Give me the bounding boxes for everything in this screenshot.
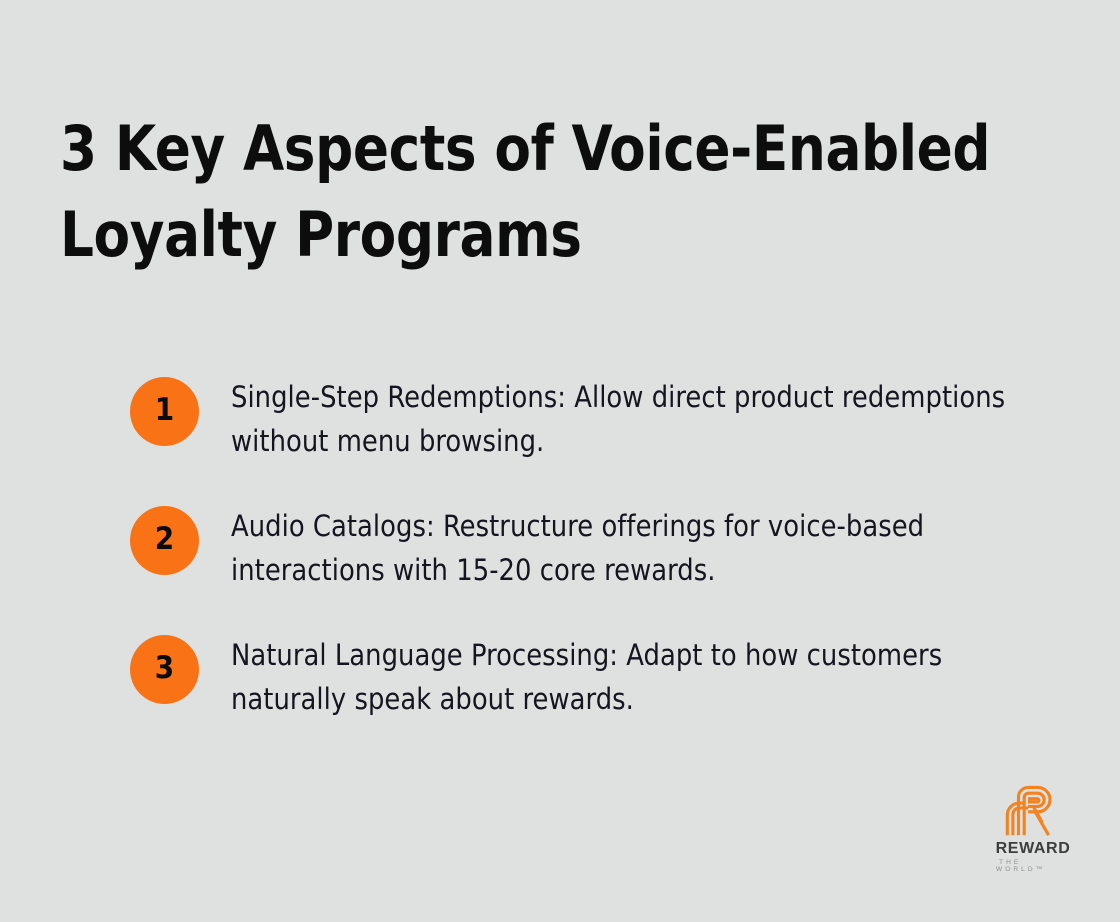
number-badge-3: 3 — [130, 635, 199, 704]
reward-r-monogram-icon — [1005, 785, 1052, 836]
list-item: 1 Single-Step Redemptions: Allow direct … — [130, 372, 1070, 463]
number-badge-2: 2 — [130, 506, 199, 575]
key-aspects-list: 1 Single-Step Redemptions: Allow direct … — [130, 372, 1070, 721]
list-item-text: Audio Catalogs: Restructure offerings fo… — [231, 509, 925, 587]
badge-number-label: 1 — [154, 392, 175, 428]
list-item-text: Natural Language Processing: Adapt to ho… — [231, 638, 943, 716]
logo-wordmark: REWARD — [995, 840, 1071, 857]
badge-number-label: 2 — [154, 521, 175, 557]
badge-number-label: 3 — [154, 650, 175, 686]
page-title: 3 Key Aspects of Voice-Enabled Loyalty P… — [60, 112, 991, 271]
number-badge-1: 1 — [130, 377, 199, 446]
list-item: 3 Natural Language Processing: Adapt to … — [130, 630, 1070, 721]
brand-logo: REWARD THE WORLD™ — [996, 784, 1070, 873]
logo-tagline: THE WORLD™ — [996, 859, 1046, 873]
list-item-text: Single-Step Redemptions: Allow direct pr… — [231, 380, 1006, 458]
list-item: 2 Audio Catalogs: Restructure offerings … — [130, 501, 1070, 592]
